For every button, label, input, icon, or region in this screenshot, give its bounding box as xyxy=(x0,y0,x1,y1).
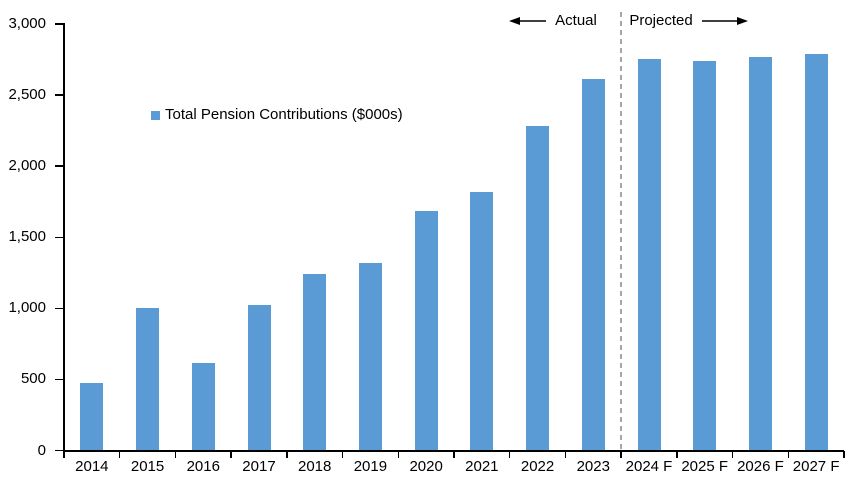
projected-label: Projected xyxy=(629,12,693,29)
x-axis-tick xyxy=(453,450,455,458)
bar-2022 xyxy=(526,126,550,451)
x-axis-tick xyxy=(341,450,344,458)
y-axis-tick-label: 0 xyxy=(37,441,46,459)
x-axis-tick xyxy=(397,450,400,458)
bar-2014 xyxy=(80,382,104,451)
bar-2017 xyxy=(247,304,271,451)
bar-2026-f xyxy=(748,56,772,451)
x-axis-label: 2020 xyxy=(409,458,443,475)
x-axis-label: 2023 xyxy=(576,458,610,475)
x-axis-label: 2025 F xyxy=(681,458,729,475)
y-axis-tick-label: 3,000 xyxy=(8,15,46,32)
bar-2016 xyxy=(191,363,215,451)
x-axis-label: 2024 F xyxy=(625,458,673,475)
y-axis-tick xyxy=(55,378,64,381)
bar-2019 xyxy=(358,262,382,451)
x-axis-tick xyxy=(508,450,511,458)
y-axis-tick xyxy=(55,449,64,452)
bar-2027-f xyxy=(804,53,828,451)
x-axis-tick xyxy=(174,450,177,458)
bar-2021 xyxy=(470,191,494,451)
legend: Total Pension Contributions ($000s) xyxy=(151,106,403,124)
x-axis-label: 2016 xyxy=(186,458,220,475)
y-axis-tick xyxy=(55,165,64,167)
y-axis-tick-label: 1,000 xyxy=(8,299,46,317)
y-axis-line xyxy=(63,23,65,452)
right-arrow-icon xyxy=(702,17,748,25)
y-axis-tick xyxy=(55,236,64,238)
x-axis-tick xyxy=(843,450,845,458)
bar-2015 xyxy=(136,308,160,451)
bar-2023 xyxy=(581,78,605,451)
x-axis-tick xyxy=(230,450,232,458)
x-axis-tick xyxy=(63,450,65,458)
x-axis-tick xyxy=(620,450,622,458)
x-axis-label: 2018 xyxy=(298,458,332,475)
x-axis-label: 2014 xyxy=(75,458,109,475)
bar-2018 xyxy=(303,273,327,451)
y-axis-tick xyxy=(55,94,64,96)
x-axis-label: 2015 xyxy=(130,458,165,475)
x-axis-label: 2027 F xyxy=(792,458,840,475)
legend-swatch xyxy=(151,110,160,120)
bar-2020 xyxy=(414,210,438,451)
x-axis-label: 2021 xyxy=(465,458,499,475)
y-axis-tick-label: 2,000 xyxy=(8,157,46,175)
y-axis-tick-label: 2,500 xyxy=(8,86,46,104)
x-axis-tick xyxy=(564,450,567,458)
y-axis-tick-label: 500 xyxy=(20,370,46,388)
x-axis-tick xyxy=(286,450,288,458)
y-axis-tick-label: 1,500 xyxy=(8,228,46,246)
y-axis-tick xyxy=(55,307,64,310)
legend-label: Total Pension Contributions ($000s) xyxy=(165,106,403,123)
x-axis-tick xyxy=(676,450,678,458)
y-axis-tick xyxy=(55,23,64,25)
bar-2024-f xyxy=(637,58,661,451)
x-axis-label: 2022 xyxy=(520,458,555,475)
x-axis-label: 2017 xyxy=(242,458,276,475)
x-axis-label: 2019 xyxy=(353,458,388,475)
left-arrow-icon xyxy=(509,17,546,25)
actual-projected-divider xyxy=(620,12,623,450)
x-axis-tick xyxy=(118,450,121,458)
x-axis-label: 2026 F xyxy=(737,458,784,475)
actual-label: Actual xyxy=(555,12,597,29)
x-axis-tick xyxy=(787,450,790,458)
x-axis-tick xyxy=(731,450,734,458)
bar-2025-f xyxy=(693,60,717,451)
